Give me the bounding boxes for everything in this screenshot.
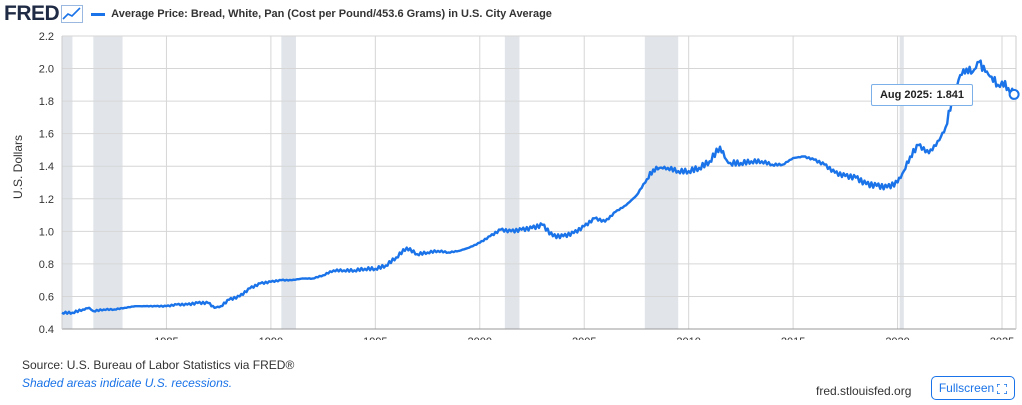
x-tick-label: 1995 <box>363 336 387 340</box>
fullscreen-button[interactable]: Fullscreen <box>931 376 1015 400</box>
recession-note: Shaded areas indicate U.S. recessions. <box>22 376 233 390</box>
x-tick-label: 2020 <box>885 336 909 340</box>
y-tick-label: 0.6 <box>39 291 54 303</box>
x-tick-label: 2000 <box>468 336 492 340</box>
y-tick-label: 1.8 <box>39 96 54 108</box>
x-tick-label: 1990 <box>259 336 283 340</box>
legend-swatch <box>91 12 106 16</box>
value-tooltip: Aug 2025: 1.841 <box>871 84 973 106</box>
expand-icon <box>996 383 1008 395</box>
tooltip-value: 1.841 <box>936 89 965 101</box>
series-line <box>61 59 1016 315</box>
recession-band <box>504 36 520 329</box>
site-link[interactable]: fred.stlouisfed.org <box>816 384 912 398</box>
recession-band <box>644 36 679 329</box>
recession-band <box>281 36 296 329</box>
line-chart: 0.4 0.6 0.8 1.0 1.2 1.4 1.6 1.8 2.0 2.2 1985 1990 19… <box>39 31 1020 340</box>
y-tick-label: 2.2 <box>39 31 54 43</box>
x-tick-label: 2005 <box>572 336 596 340</box>
recession-band <box>899 36 904 329</box>
y-tick-label: 2.0 <box>39 64 54 76</box>
recession-band <box>62 36 73 329</box>
fullscreen-label: Fullscreen <box>938 381 995 395</box>
source-text: Source: U.S. Bureau of Labor Statistics … <box>22 358 295 372</box>
fred-logo[interactable]: FRED <box>4 2 60 25</box>
tooltip-date: Aug 2025: <box>879 89 933 101</box>
y-tick-label: 1.2 <box>39 194 54 206</box>
x-tick-label: 2025 <box>990 336 1014 340</box>
line-chart-icon <box>61 5 84 23</box>
recession-band <box>93 36 123 329</box>
series-legend-label: Average Price: Bread, White, Pan (Cost p… <box>111 8 552 20</box>
y-tick-label: 0.8 <box>39 259 54 271</box>
y-tick-label: 1.4 <box>39 161 54 173</box>
x-tick-label: 2010 <box>676 336 700 340</box>
x-tick-label: 1985 <box>154 336 178 340</box>
last-point-marker <box>1008 88 1020 100</box>
y-axis-label: U.S. Dollars <box>11 134 25 199</box>
chart-header: FRED Average Price: Bread, White, Pan (C… <box>4 2 552 26</box>
y-tick-label: 0.4 <box>39 324 54 336</box>
y-tick-label: 1.6 <box>39 129 54 141</box>
y-tick-label: 1.0 <box>39 226 54 238</box>
x-tick-label: 2015 <box>781 336 805 340</box>
